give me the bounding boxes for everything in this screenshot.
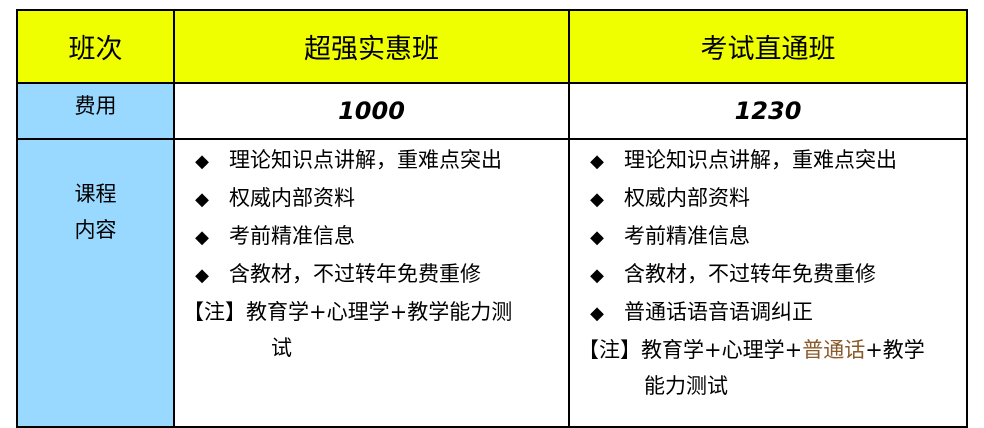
content-item-text: 考前精准信息: [624, 224, 750, 248]
content-plan1: ◆ 理论知识点讲解，重难点突出 ◆ 权威内部资料 ◆ 考前精准信息 ◆ 含教材，不过转年免费重…: [173, 138, 570, 428]
content-label: 课程 内容: [16, 138, 175, 428]
content-item-text: 理论知识点讲解，重难点突出: [229, 148, 502, 172]
header-cell-class: 班次: [16, 9, 175, 84]
diamond-icon: ◆: [590, 265, 604, 286]
content-item-text: 含教材，不过转年免费重修: [624, 262, 876, 286]
diamond-icon: ◆: [590, 189, 604, 210]
header-cell-plan2: 考试直通班: [568, 9, 968, 84]
note-highlight: 普通话: [802, 338, 866, 362]
note: 【注】教育学+心理学+教学能力测: [183, 300, 513, 324]
content-item: ◆ 含教材，不过转年免费重修: [578, 256, 966, 294]
content-item-text: 普通话语音语调纠正: [624, 300, 813, 324]
content-item: ◆ 考前精准信息: [578, 218, 966, 256]
header-cell-plan1: 超强实惠班: [173, 9, 570, 84]
diamond-icon: ◆: [590, 151, 604, 172]
content-item: ◆ 理论知识点讲解，重难点突出: [578, 142, 966, 180]
diamond-icon: ◆: [590, 303, 604, 324]
content-item: ◆ 含教材，不过转年免费重修: [183, 256, 568, 294]
note-text: +教学: [865, 338, 925, 362]
fee-label: 费用: [16, 82, 175, 140]
content-item-text: 考前精准信息: [229, 224, 355, 248]
content-plan2: ◆ 理论知识点讲解，重难点突出 ◆ 权威内部资料 ◆ 考前精准信息 ◆ 含教材，不过转年免费重…: [568, 138, 968, 428]
fee-plan2: 1230: [568, 82, 968, 140]
header-row: 班次 超强实惠班 考试直通班: [16, 9, 968, 84]
diamond-icon: ◆: [195, 265, 209, 286]
content-item-text: 权威内部资料: [229, 186, 355, 210]
content-item: ◆ 普通话语音语调纠正: [578, 294, 966, 332]
diamond-icon: ◆: [590, 227, 604, 248]
note-continuation: 能力测试: [644, 374, 728, 398]
diamond-icon: ◆: [195, 227, 209, 248]
note-continuation: 试: [271, 336, 292, 360]
content-item: ◆ 权威内部资料: [183, 180, 568, 218]
diamond-icon: ◆: [195, 151, 209, 172]
content-label-line1: 课程: [74, 182, 117, 206]
content-item: ◆ 考前精准信息: [183, 218, 568, 256]
content-item-text: 含教材，不过转年免费重修: [229, 262, 481, 286]
content-item: ◆ 理论知识点讲解，重难点突出: [183, 142, 568, 180]
fee-row: 费用 1000 1230: [16, 82, 968, 140]
content-item-text: 理论知识点讲解，重难点突出: [624, 148, 897, 172]
note: 【注】教育学+心理学+普通话+教学: [578, 332, 966, 368]
content-row: 课程 内容 ◆ 理论知识点讲解，重难点突出 ◆ 权威内部资料 ◆ 考前精准信息 ◆ 含教材，不…: [16, 138, 968, 428]
course-comparison-table: 班次 超强实惠班 考试直通班 费用 1000 1230 课程 内容 ◆ 理论知识点…: [16, 9, 968, 428]
fee-plan1: 1000: [173, 82, 570, 140]
content-label-line2: 内容: [74, 218, 117, 242]
content-item-text: 权威内部资料: [624, 186, 750, 210]
note-text: 【注】教育学+心理学+: [578, 338, 803, 362]
content-item: ◆ 权威内部资料: [578, 180, 966, 218]
diamond-icon: ◆: [195, 189, 209, 210]
